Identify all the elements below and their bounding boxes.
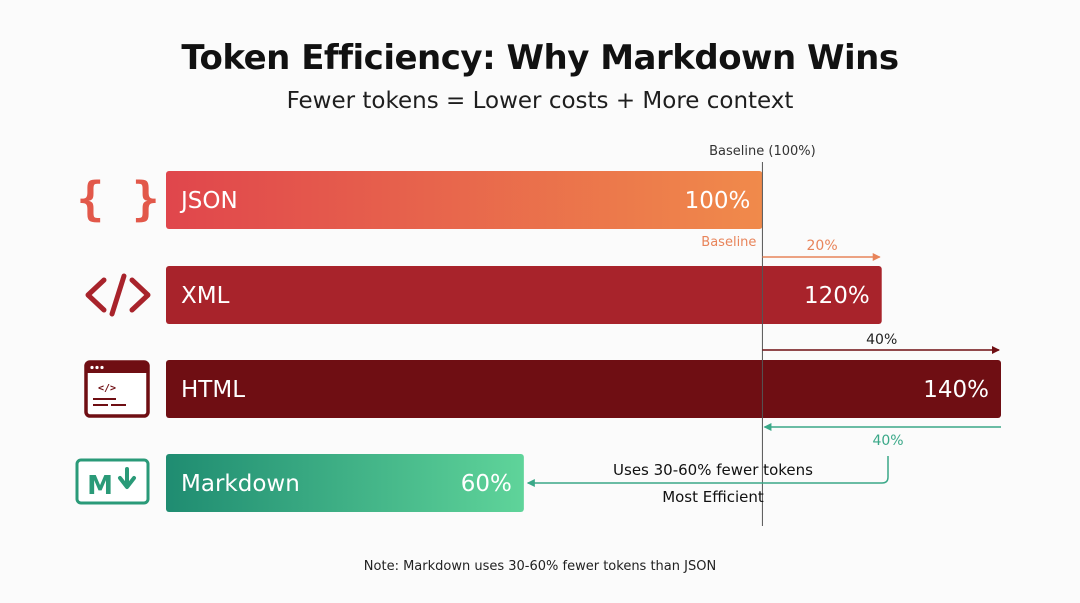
markdown-callout-line1: Uses 30-60% fewer tokens [613, 461, 813, 479]
bar-label-xml: XML [181, 283, 230, 309]
svg-text:</>: </> [98, 383, 116, 394]
bar-label-json: JSON [179, 188, 238, 214]
bar-label-markdown: Markdown [181, 471, 300, 497]
baseline-tag: Baseline [701, 235, 756, 250]
json-braces-icon: { } [76, 172, 159, 226]
svg-text:{ }: { } [76, 172, 159, 226]
markdown-icon: M [75, 458, 150, 505]
markdown-callout-line2: Most Efficient [662, 488, 764, 506]
xml-code-icon [85, 273, 151, 317]
bar-value-markdown: 60% [461, 471, 512, 497]
chart-note: Note: Markdown uses 30-60% fewer tokens … [363, 559, 717, 574]
chart-title: Token Efficiency: Why Markdown Wins [181, 38, 899, 78]
bar-value-xml: 120% [804, 283, 870, 309]
svg-text:M: M [87, 471, 113, 501]
html-diff-label: 40% [866, 332, 897, 348]
html-window-icon: </> [84, 360, 150, 418]
markdown-callout-arrow [526, 456, 889, 487]
bar-label-html: HTML [181, 377, 245, 403]
bar-json [166, 171, 763, 229]
baseline-label: Baseline (100%) [709, 144, 816, 159]
bar-xml [166, 266, 882, 324]
bar-value-json: 100% [685, 188, 751, 214]
chart-subtitle: Fewer tokens = Lower costs + More contex… [286, 88, 794, 114]
bar-value-html: 140% [923, 377, 989, 403]
bar-html [166, 360, 1001, 418]
bar-markdown [166, 454, 524, 512]
md-diff-label: 40% [872, 433, 903, 449]
xml-diff-label: 20% [807, 238, 838, 254]
